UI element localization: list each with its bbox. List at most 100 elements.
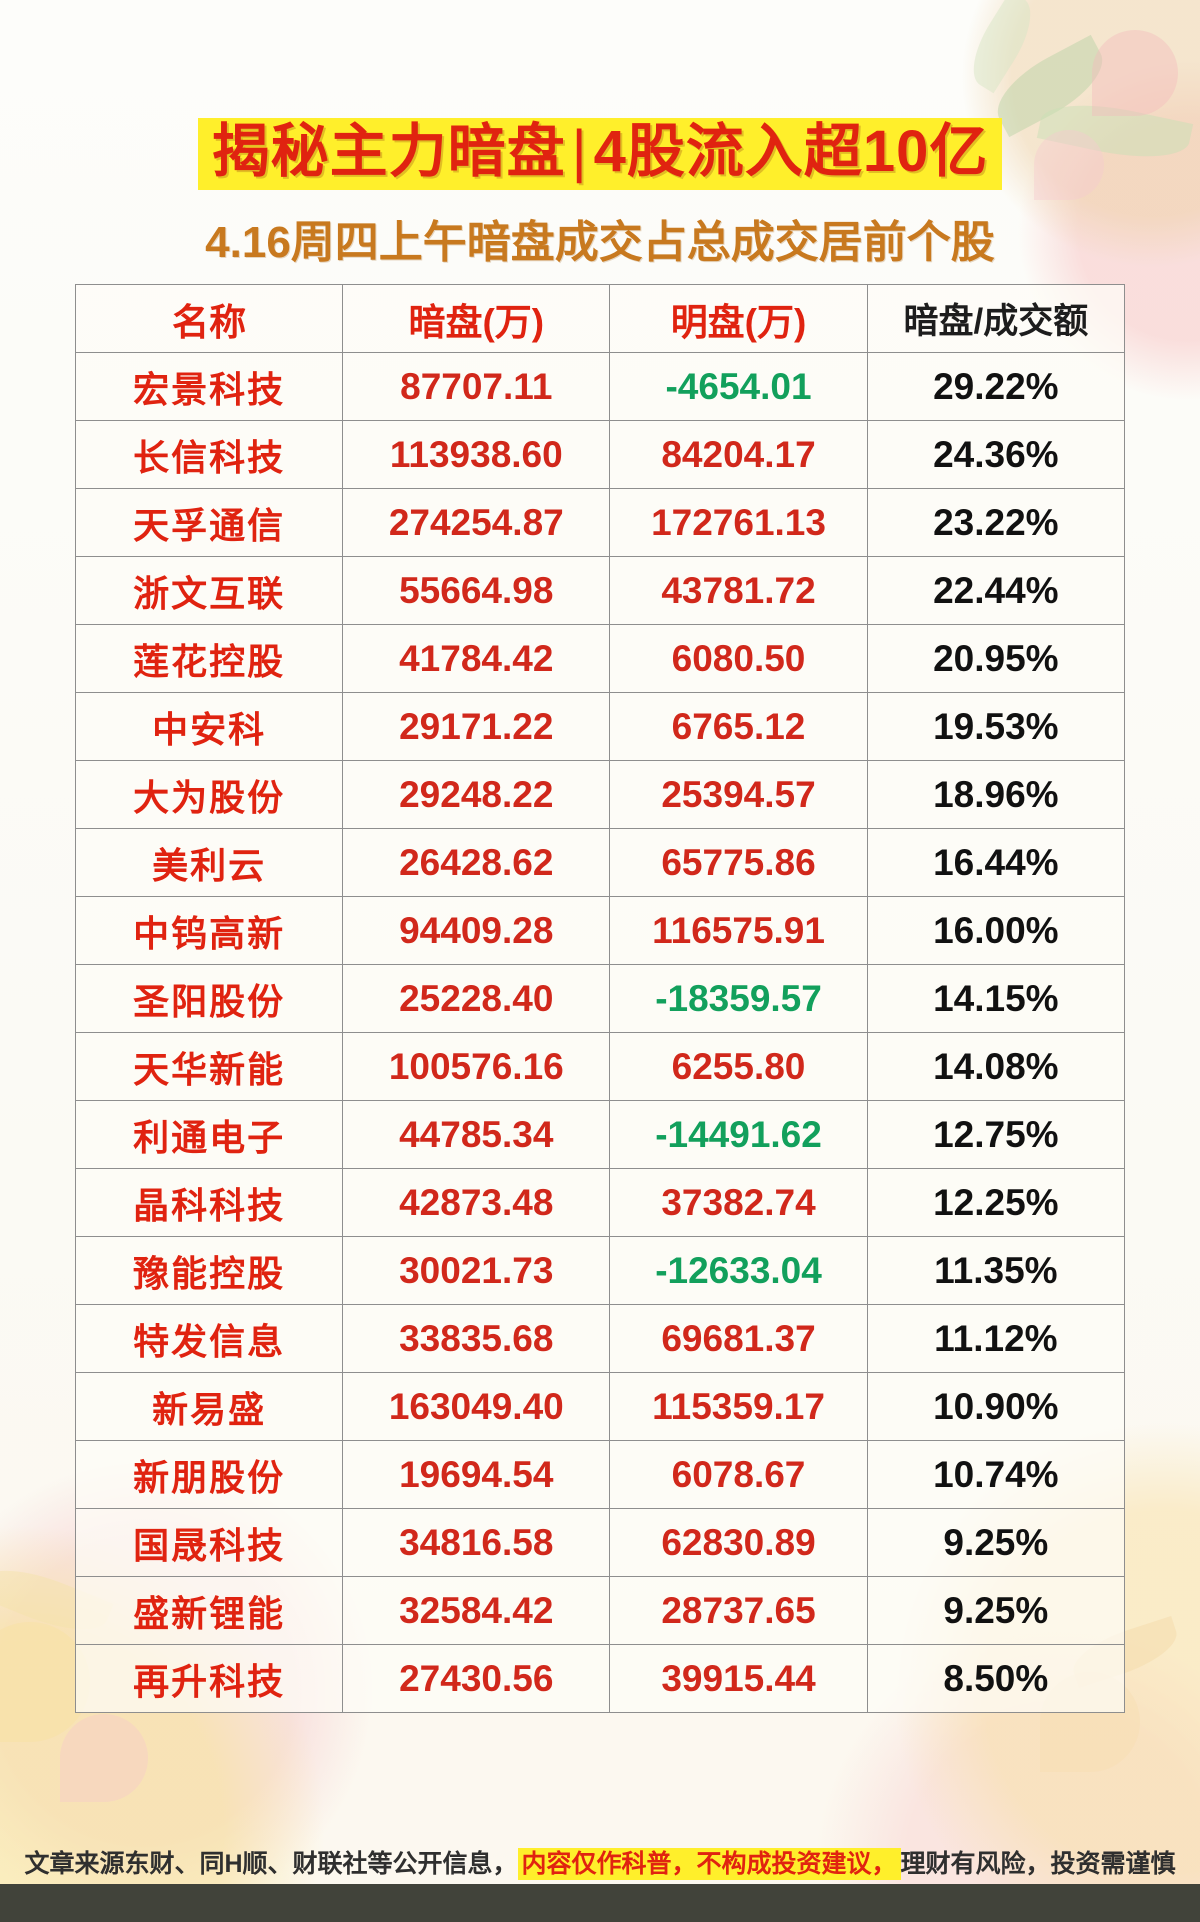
cell-stock-name: 天华新能 (74, 1032, 344, 1102)
table-row[interactable]: 晶科科技 42873.48 37382.74 12.25% (74, 1168, 1126, 1238)
disclaimer-highlight-text: 内容仅作科普，不构成投资建议， (517, 1848, 901, 1880)
cell-stock-name: 盛新锂能 (74, 1576, 344, 1646)
cell-dark-volume: 34816.58 (342, 1508, 611, 1578)
cell-light-volume: 6078.67 (609, 1440, 868, 1510)
cell-dark-volume: 274254.87 (342, 488, 611, 558)
table-row[interactable]: 新易盛 163049.40 115359.17 10.90% (74, 1372, 1126, 1442)
cell-stock-name: 国晟科技 (74, 1508, 344, 1578)
cell-stock-name: 再升科技 (74, 1644, 344, 1714)
cell-stock-name: 中钨高新 (74, 896, 344, 966)
table-row[interactable]: 美利云 26428.62 65775.86 16.44% (74, 828, 1126, 898)
cell-ratio: 16.00% (866, 896, 1126, 966)
cell-dark-volume: 26428.62 (342, 828, 611, 898)
bottom-bar (0, 1884, 1200, 1922)
cell-stock-name: 宏景科技 (74, 352, 344, 422)
column-header-ratio: 暗盘/成交额 (866, 284, 1126, 354)
cell-ratio: 29.22% (866, 352, 1126, 422)
cell-dark-volume: 163049.40 (342, 1372, 611, 1442)
cell-dark-volume: 29171.22 (342, 692, 611, 762)
cell-dark-volume: 25228.40 (342, 964, 611, 1034)
cell-light-volume: 28737.65 (609, 1576, 868, 1646)
cell-light-volume: 25394.57 (609, 760, 868, 830)
cell-stock-name: 浙文互联 (74, 556, 344, 626)
disclaimer-risk-text: 理财有风险，投资需谨慎 (900, 1850, 1176, 1878)
table-row[interactable]: 大为股份 29248.22 25394.57 18.96% (74, 760, 1126, 830)
petal-decoration-icon (1034, 130, 1104, 200)
cell-light-volume: 116575.91 (609, 896, 868, 966)
table-row[interactable]: 天孚通信 274254.87 172761.13 23.22% (74, 488, 1126, 558)
cell-light-volume: 69681.37 (609, 1304, 868, 1374)
table-row[interactable]: 中安科 29171.22 6765.12 19.53% (74, 692, 1126, 762)
cell-dark-volume: 55664.98 (342, 556, 611, 626)
cell-dark-volume: 44785.34 (342, 1100, 611, 1170)
table-header-row: 名称 暗盘(万) 明盘(万) 暗盘/成交额 (74, 284, 1126, 354)
table-row[interactable]: 天华新能 100576.16 6255.80 14.08% (74, 1032, 1126, 1102)
cell-light-volume: -4654.01 (609, 352, 868, 422)
cell-ratio: 11.35% (866, 1236, 1126, 1306)
cell-stock-name: 豫能控股 (74, 1236, 344, 1306)
cell-ratio: 23.22% (866, 488, 1126, 558)
cell-ratio: 19.53% (866, 692, 1126, 762)
cell-dark-volume: 94409.28 (342, 896, 611, 966)
cell-dark-volume: 113938.60 (342, 420, 611, 490)
cell-ratio: 12.25% (866, 1168, 1126, 1238)
table-row[interactable]: 新朋股份 19694.54 6078.67 10.74% (74, 1440, 1126, 1510)
table-row[interactable]: 盛新锂能 32584.42 28737.65 9.25% (74, 1576, 1126, 1646)
cell-light-volume: 6255.80 (609, 1032, 868, 1102)
disclaimer-source-text: 文章来源东财、同H顺、财联社等公开信息， (24, 1850, 518, 1878)
column-header-dark-volume: 暗盘(万) (342, 284, 611, 354)
cell-stock-name: 新易盛 (74, 1372, 344, 1442)
page-title: 揭秘主力暗盘 | 4股流入超10亿 (197, 118, 1003, 191)
cell-ratio: 20.95% (866, 624, 1126, 694)
table-row[interactable]: 特发信息 33835.68 69681.37 11.12% (74, 1304, 1126, 1374)
cell-stock-name: 晶科科技 (74, 1168, 344, 1238)
cell-light-volume: 65775.86 (609, 828, 868, 898)
ranking-table: 名称 暗盘(万) 明盘(万) 暗盘/成交额 宏景科技 87707.11 -4654.… (74, 284, 1126, 1714)
table-row[interactable]: 国晟科技 34816.58 62830.89 9.25% (74, 1508, 1126, 1578)
cell-ratio: 18.96% (866, 760, 1126, 830)
cell-light-volume: 37382.74 (609, 1168, 868, 1238)
cell-stock-name: 圣阳股份 (74, 964, 344, 1034)
cell-ratio: 14.08% (866, 1032, 1126, 1102)
table-row[interactable]: 圣阳股份 25228.40 -18359.57 14.15% (74, 964, 1126, 1034)
petal-decoration-icon (1092, 30, 1178, 116)
cell-ratio: 12.75% (866, 1100, 1126, 1170)
table-row[interactable]: 中钨高新 94409.28 116575.91 16.00% (74, 896, 1126, 966)
cell-ratio: 11.12% (866, 1304, 1126, 1374)
cell-stock-name: 中安科 (74, 692, 344, 762)
cell-stock-name: 美利云 (74, 828, 344, 898)
table-row[interactable]: 浙文互联 55664.98 43781.72 22.44% (74, 556, 1126, 626)
table-header: 名称 暗盘(万) 明盘(万) 暗盘/成交额 (74, 284, 1126, 354)
table-row[interactable]: 豫能控股 30021.73 -12633.04 11.35% (74, 1236, 1126, 1306)
cell-ratio: 14.15% (866, 964, 1126, 1034)
headline-left-text: 揭秘主力暗盘 (211, 119, 566, 184)
cell-dark-volume: 27430.56 (342, 1644, 611, 1714)
cell-stock-name: 新朋股份 (74, 1440, 344, 1510)
headline-container: 揭秘主力暗盘 | 4股流入超10亿 (0, 0, 1200, 191)
cell-dark-volume: 42873.48 (342, 1168, 611, 1238)
cell-dark-volume: 32584.42 (342, 1576, 611, 1646)
table-row[interactable]: 再升科技 27430.56 39915.44 8.50% (74, 1644, 1126, 1714)
cell-light-volume: -12633.04 (609, 1236, 868, 1306)
cell-light-volume: 84204.17 (609, 420, 868, 490)
cell-light-volume: 115359.17 (609, 1372, 868, 1442)
cell-light-volume: 39915.44 (609, 1644, 868, 1714)
cell-light-volume: 6080.50 (609, 624, 868, 694)
subtitle: 4.16周四上午暗盘成交占总成交居前个股 (205, 218, 995, 268)
cell-stock-name: 大为股份 (74, 760, 344, 830)
cell-ratio: 16.44% (866, 828, 1126, 898)
cell-stock-name: 天孚通信 (74, 488, 344, 558)
cell-ratio: 8.50% (866, 1644, 1126, 1714)
table-row[interactable]: 莲花控股 41784.42 6080.50 20.95% (74, 624, 1126, 694)
table-row[interactable]: 宏景科技 87707.11 -4654.01 29.22% (74, 352, 1126, 422)
table-body: 宏景科技 87707.11 -4654.01 29.22% 长信科技 113938.60 8… (74, 352, 1126, 1714)
cell-ratio: 22.44% (866, 556, 1126, 626)
cell-stock-name: 利通电子 (74, 1100, 344, 1170)
table-row[interactable]: 长信科技 113938.60 84204.17 24.36% (74, 420, 1126, 490)
cell-light-volume: 172761.13 (609, 488, 868, 558)
table-row[interactable]: 利通电子 44785.34 -14491.62 12.75% (74, 1100, 1126, 1170)
petal-decoration-icon (60, 1714, 148, 1802)
cell-light-volume: 6765.12 (609, 692, 868, 762)
ranking-table-container: 名称 暗盘(万) 明盘(万) 暗盘/成交额 宏景科技 87707.11 -4654.… (74, 284, 1126, 1714)
